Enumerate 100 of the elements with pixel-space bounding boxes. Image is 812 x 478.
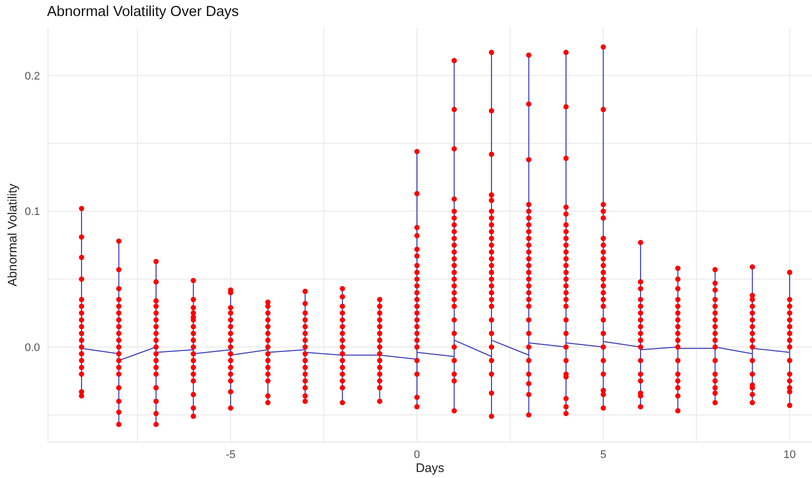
point (526, 392, 532, 398)
point (750, 338, 756, 343)
point (190, 330, 196, 336)
point (638, 338, 644, 343)
point (414, 233, 420, 238)
point (228, 338, 234, 343)
point (452, 106, 457, 112)
point (563, 249, 569, 255)
point (675, 378, 680, 384)
point (786, 378, 792, 384)
point (452, 262, 457, 268)
point (228, 344, 234, 350)
point (488, 290, 494, 296)
point (786, 385, 792, 390)
point (526, 208, 532, 214)
point (265, 378, 271, 384)
point (116, 344, 122, 350)
point (526, 228, 532, 234)
point (414, 270, 420, 275)
point (563, 358, 569, 364)
point (526, 290, 532, 296)
point (190, 296, 196, 302)
point (750, 304, 756, 309)
point (638, 330, 644, 336)
point (526, 380, 532, 386)
point (302, 364, 308, 370)
point (488, 198, 494, 204)
point (377, 398, 382, 404)
point (675, 324, 680, 330)
point (526, 270, 532, 275)
point (190, 324, 196, 330)
point (377, 344, 382, 350)
point (452, 270, 457, 275)
point (414, 338, 420, 343)
point (563, 204, 569, 210)
point (153, 304, 159, 309)
point (78, 206, 84, 212)
point (340, 385, 346, 390)
point (638, 358, 644, 364)
point (265, 317, 271, 322)
point (414, 290, 420, 296)
point (488, 236, 494, 242)
point (302, 358, 308, 364)
point (153, 338, 159, 343)
point (452, 344, 457, 350)
point (600, 276, 606, 282)
point (675, 393, 680, 398)
point (675, 304, 680, 309)
point (675, 317, 680, 322)
point (78, 344, 84, 350)
point (600, 44, 606, 50)
point (116, 351, 122, 356)
y-tick-label: 0.0 (24, 342, 40, 354)
point (190, 364, 196, 370)
point (452, 58, 457, 64)
point (190, 371, 196, 377)
point (526, 157, 532, 162)
point (452, 330, 457, 336)
point (302, 385, 308, 390)
point (452, 408, 457, 414)
point (675, 310, 680, 316)
point (488, 242, 494, 248)
point (302, 338, 308, 343)
point (750, 392, 756, 398)
y-tick-label: 0.1 (24, 206, 40, 218)
point (675, 266, 680, 271)
point (228, 317, 234, 322)
point (638, 240, 644, 246)
point (190, 414, 196, 419)
point (675, 330, 680, 336)
x-tick-label: 10 (784, 448, 796, 461)
point (302, 393, 308, 398)
point (190, 278, 196, 284)
point (600, 304, 606, 309)
point (786, 338, 792, 343)
point (638, 404, 644, 410)
point (265, 364, 271, 370)
point (377, 310, 382, 316)
point (675, 408, 680, 414)
point (340, 400, 346, 406)
point (302, 398, 308, 404)
point (563, 296, 569, 302)
point (600, 283, 606, 289)
point (750, 330, 756, 336)
point (452, 242, 457, 248)
point (116, 317, 122, 322)
point (600, 262, 606, 268)
point (116, 296, 122, 302)
point (153, 310, 159, 316)
point (116, 422, 122, 427)
point (340, 378, 346, 384)
point (452, 304, 457, 309)
point (600, 249, 606, 255)
point (340, 317, 346, 322)
point (563, 156, 569, 161)
x-axis-title: Days (416, 461, 444, 475)
point (600, 242, 606, 248)
point (600, 208, 606, 214)
point (638, 296, 644, 302)
point (488, 228, 494, 234)
